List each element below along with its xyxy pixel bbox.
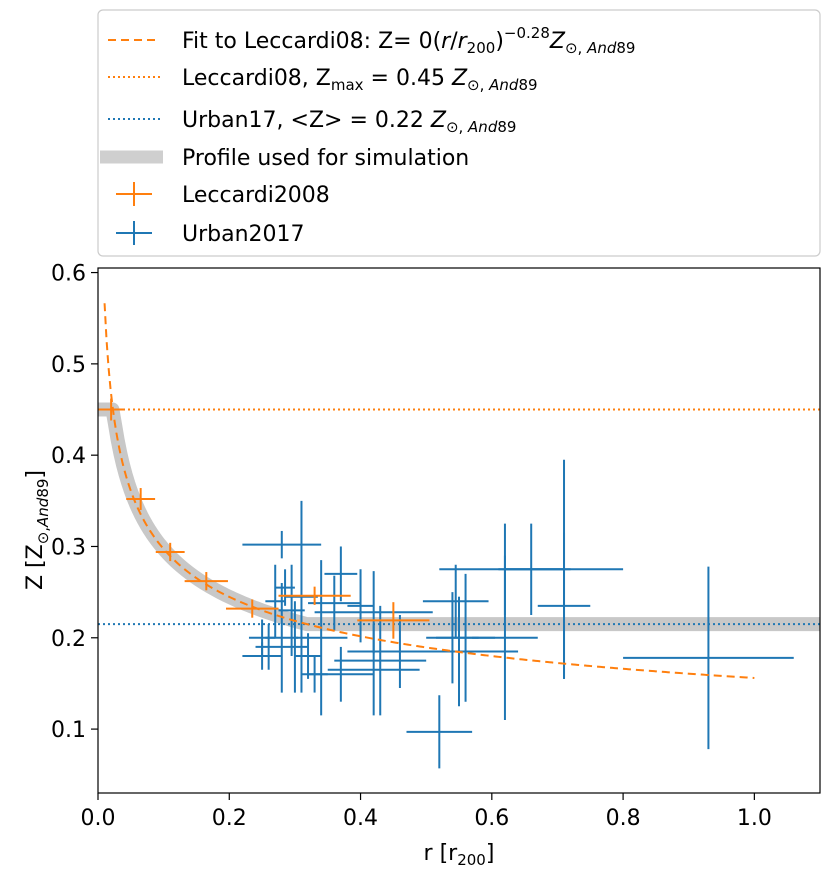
errorbar-point <box>422 564 489 638</box>
y-tick-label: 0.1 <box>51 718 86 743</box>
errorbar-point <box>98 398 125 421</box>
legend: Fit to Leccardi08: Z= 0(r/r200)−0.28Z⊙, … <box>97 9 821 257</box>
x-tick-label: 0.0 <box>81 806 116 831</box>
profile-band <box>98 402 820 632</box>
errorbar-point <box>265 583 299 693</box>
legend-leccardi-swatch <box>116 182 152 206</box>
errorbar-point <box>278 586 351 605</box>
errorbar-point <box>242 530 322 559</box>
x-tick-label: 0.4 <box>343 806 378 831</box>
axes-frame <box>97 267 821 794</box>
errorbar-point <box>126 488 156 510</box>
errorbar-point <box>324 546 358 602</box>
errorbar-point <box>334 605 427 716</box>
errorbar-point <box>347 569 374 643</box>
y-tick-label: 0.6 <box>51 262 86 287</box>
x-axis-ticks: 0.0 0.2 0.4 0.6 0.8 1.0 <box>81 793 772 831</box>
errorbar-point <box>623 566 794 750</box>
x-axis-label: r [r200] <box>424 841 495 869</box>
x-tick-label: 0.2 <box>212 806 247 831</box>
errorbar-point <box>308 575 361 631</box>
legend-leccardi-label: Leccardi2008 <box>182 183 330 208</box>
urban2017-errorbars <box>242 459 794 769</box>
errorbar-point <box>278 564 305 657</box>
fit-curve-layer <box>103 303 755 679</box>
errorbar-point <box>537 532 591 679</box>
x-tick-label: 0.8 <box>606 806 641 831</box>
y-tick-label: 0.2 <box>51 627 86 652</box>
legend-box <box>97 9 821 257</box>
y-tick-label: 0.4 <box>51 444 86 469</box>
fit-curve <box>103 303 755 679</box>
errorbar-point <box>294 560 348 716</box>
errorbar-point <box>225 599 279 618</box>
errorbar-point <box>472 555 538 720</box>
errorbar-point <box>184 572 228 591</box>
y-axis-label: Z [Z⊙,And89] <box>23 470 52 590</box>
errorbar-point <box>155 542 185 562</box>
x-tick-label: 1.0 <box>737 806 772 831</box>
errorbar-point <box>308 646 374 702</box>
legend-profile-label: Profile used for simulation <box>182 146 469 171</box>
errorbar-point <box>406 695 473 769</box>
errorbar-point <box>294 633 322 679</box>
x-tick-label: 0.6 <box>474 806 509 831</box>
leccardi2008-errorbars <box>98 398 430 639</box>
legend-urban-swatch <box>116 221 152 245</box>
errorbar-point <box>314 571 433 654</box>
legend-urban-label: Urban2017 <box>182 222 305 247</box>
y-tick-label: 0.5 <box>51 353 86 378</box>
legend-urban-mean-label: Urban17, <Z> = 0.22 Z⊙, And89 <box>182 108 516 136</box>
errorbar-point <box>281 601 309 693</box>
profile-band-layer <box>98 402 820 632</box>
plot-area <box>97 267 821 794</box>
errorbar-point <box>242 642 282 670</box>
y-tick-label: 0.3 <box>51 535 86 560</box>
y-axis-ticks: 0.1 0.2 0.3 0.4 0.5 0.6 <box>51 262 98 743</box>
legend-fit-label: Fit to Leccardi08: Z= 0(r/r200)−0.28Z⊙, … <box>182 24 635 57</box>
errorbar-point <box>357 602 430 639</box>
errorbar-point <box>255 624 282 670</box>
